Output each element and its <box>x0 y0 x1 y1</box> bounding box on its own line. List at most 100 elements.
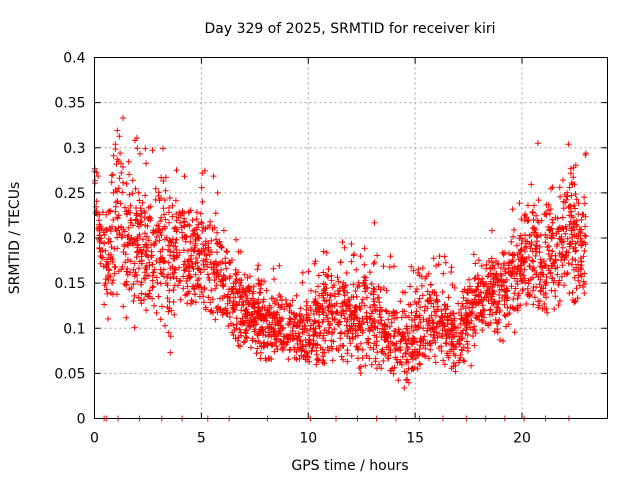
data-point <box>575 232 582 239</box>
data-point <box>307 304 314 311</box>
data-point <box>556 235 563 242</box>
data-point <box>255 299 261 306</box>
data-point <box>233 315 240 322</box>
data-point <box>552 293 559 300</box>
data-point <box>283 341 290 348</box>
data-point <box>575 211 582 218</box>
data-point <box>237 248 244 255</box>
data-point <box>414 365 421 372</box>
data-point <box>174 252 181 259</box>
data-point <box>162 225 168 232</box>
data-point <box>536 249 543 256</box>
data-point <box>144 223 151 230</box>
data-point <box>544 244 551 251</box>
data-point <box>208 307 215 314</box>
data-point <box>111 270 118 277</box>
data-point <box>152 196 159 203</box>
data-point <box>548 225 555 232</box>
data-point <box>397 338 404 345</box>
data-point <box>475 257 482 264</box>
data-point <box>359 296 366 303</box>
data-point <box>393 356 400 363</box>
data-point <box>210 270 216 277</box>
data-point <box>530 258 537 265</box>
data-point <box>123 282 130 289</box>
data-point <box>543 279 550 286</box>
data-point <box>173 236 180 243</box>
data-point <box>99 254 106 261</box>
data-point <box>197 210 204 217</box>
data-point <box>225 323 232 329</box>
data-point <box>558 257 565 264</box>
data-point <box>320 248 327 255</box>
data-point <box>142 241 149 248</box>
data-point <box>120 249 127 255</box>
data-point <box>118 160 124 167</box>
data-point <box>365 326 372 332</box>
data-point <box>257 311 263 318</box>
data-point <box>114 188 120 195</box>
data-point <box>419 282 425 289</box>
data-point <box>354 284 361 290</box>
data-point <box>480 306 487 313</box>
data-point <box>558 225 565 232</box>
data-point <box>349 309 356 316</box>
data-point <box>535 197 542 204</box>
data-point <box>391 315 398 322</box>
data-point <box>471 323 478 330</box>
data-point <box>128 285 135 291</box>
data-point <box>408 323 415 330</box>
data-point <box>569 256 576 263</box>
data-point <box>411 346 418 353</box>
data-point <box>405 346 412 352</box>
data-point <box>255 314 262 321</box>
data-point <box>365 339 372 346</box>
data-point <box>375 283 382 290</box>
data-point <box>132 238 138 245</box>
data-point <box>388 319 395 326</box>
data-point <box>372 358 379 365</box>
data-point <box>114 156 121 163</box>
data-point <box>186 208 193 215</box>
data-point <box>241 271 248 278</box>
data-point <box>484 273 491 280</box>
data-point <box>190 248 197 255</box>
data-point <box>377 314 384 321</box>
data-point <box>431 353 438 360</box>
data-point <box>551 306 558 312</box>
data-point <box>96 245 103 252</box>
data-point <box>162 322 168 329</box>
data-point <box>214 240 221 247</box>
data-point <box>433 292 440 299</box>
data-point <box>515 290 522 297</box>
data-point <box>531 294 538 301</box>
data-point <box>255 281 262 288</box>
data-point <box>577 228 584 235</box>
data-point <box>541 279 548 285</box>
data-point <box>326 302 333 309</box>
data-point <box>293 292 300 299</box>
data-point <box>172 197 179 204</box>
data-point <box>450 310 457 317</box>
y-tick-label: 0.15 <box>54 276 85 292</box>
data-point <box>517 302 524 309</box>
data-point <box>302 323 309 330</box>
data-point <box>572 298 578 305</box>
data-point <box>351 251 357 258</box>
data-point <box>129 190 136 197</box>
data-point <box>559 244 566 251</box>
data-point <box>237 319 244 326</box>
data-point <box>146 287 153 294</box>
data-point <box>286 347 293 353</box>
data-point <box>582 233 589 240</box>
data-point <box>464 341 471 348</box>
data-point <box>550 279 557 286</box>
data-point <box>331 282 337 289</box>
data-point <box>367 344 374 351</box>
data-point <box>127 269 134 276</box>
data-point <box>263 287 270 294</box>
data-point <box>195 250 202 257</box>
data-point <box>105 272 111 279</box>
data-point <box>339 239 346 246</box>
data-point <box>511 226 517 233</box>
